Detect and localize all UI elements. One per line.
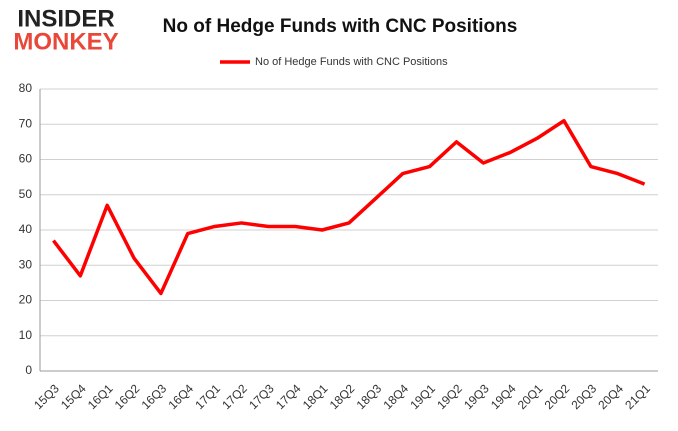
y-tick-label: 60 <box>19 152 33 166</box>
y-tick-label: 20 <box>19 293 33 307</box>
y-tick-label: 30 <box>19 257 33 271</box>
y-tick-label: 40 <box>19 222 33 236</box>
logo-bottom: MONKEY <box>13 28 118 55</box>
y-tick-label: 70 <box>19 116 33 130</box>
chart-title: No of Hedge Funds with CNC Positions <box>163 16 518 37</box>
legend-label: No of Hedge Funds with CNC Positions <box>255 56 448 68</box>
logo-top: INSIDER <box>17 5 114 32</box>
y-tick-label: 80 <box>19 81 33 95</box>
data-line <box>52 118 646 296</box>
y-tick-label: 0 <box>25 363 32 377</box>
y-tick-label: 50 <box>19 187 33 201</box>
y-tick-label: 10 <box>19 328 33 342</box>
